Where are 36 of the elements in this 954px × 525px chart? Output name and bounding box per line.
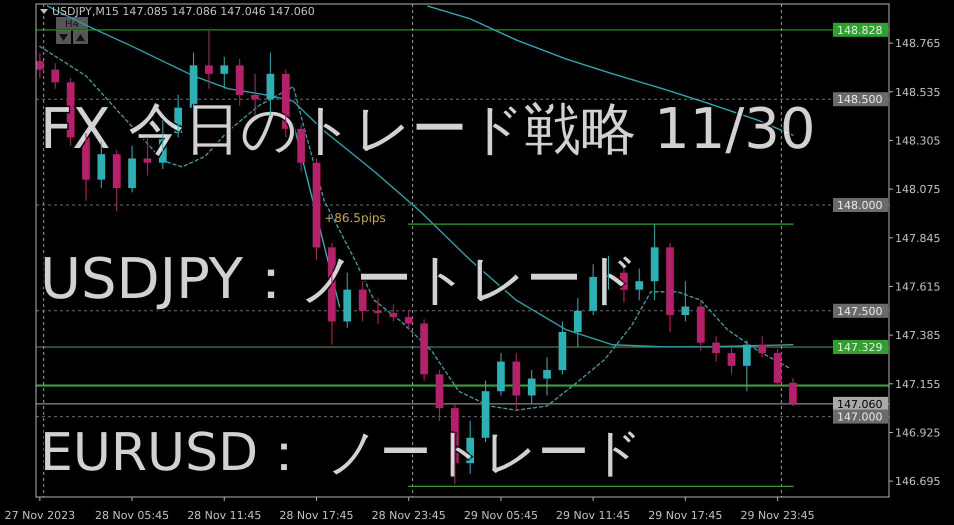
- candlestick: [420, 318, 428, 382]
- y-tick-label: 148.535: [895, 86, 940, 99]
- ref-line-label: 147.329: [837, 340, 882, 354]
- candlestick: [436, 370, 444, 422]
- x-tick-label: 29 Nov 11:45: [556, 509, 630, 522]
- candlestick: [789, 378, 797, 407]
- candlestick: [666, 242, 674, 332]
- y-tick-label: 147.615: [895, 280, 940, 294]
- ref-line-label: 147.060: [837, 398, 882, 411]
- y-tick-label: 147.155: [895, 378, 940, 391]
- y-tick-label: 148.765: [895, 37, 940, 50]
- x-tick-label: 28 Nov 17:45: [279, 509, 354, 522]
- y-tick-label: 148.075: [895, 183, 940, 196]
- y-tick-label: 148.305: [895, 134, 940, 148]
- y-tick-label: 146.695: [895, 475, 940, 488]
- candlestick: [543, 356, 551, 396]
- x-tick-label: 28 Nov 23:45: [372, 509, 446, 522]
- annotation: +86.5pips: [324, 210, 386, 225]
- x-tick-label: 28 Nov 11:45: [187, 509, 262, 522]
- ref-line-label: 148.500: [837, 93, 882, 106]
- ref-line-label: 148.828: [837, 24, 882, 37]
- y-tick-label: 146.925: [895, 426, 940, 440]
- ref-line-label: 147.500: [837, 304, 882, 318]
- x-tick-label: 27 Nov 2023: [4, 509, 76, 522]
- x-tick-label: 29 Nov 23:45: [740, 509, 815, 522]
- y-tick-label: 147.845: [895, 232, 940, 245]
- candlestick: [497, 352, 505, 396]
- x-tick-label: 28 Nov 05:45: [94, 509, 170, 522]
- y-tick-label: 147.385: [895, 329, 940, 342]
- candlestick: [728, 346, 736, 375]
- x-tick-label: 29 Nov 05:45: [464, 509, 538, 522]
- ref-line-label: 147.000: [837, 410, 882, 424]
- x-tick-label: 29 Nov 17:45: [648, 509, 722, 522]
- ref-line-label: 148.000: [837, 199, 882, 212]
- candlestick: [482, 380, 490, 442]
- candlestick: [774, 348, 782, 388]
